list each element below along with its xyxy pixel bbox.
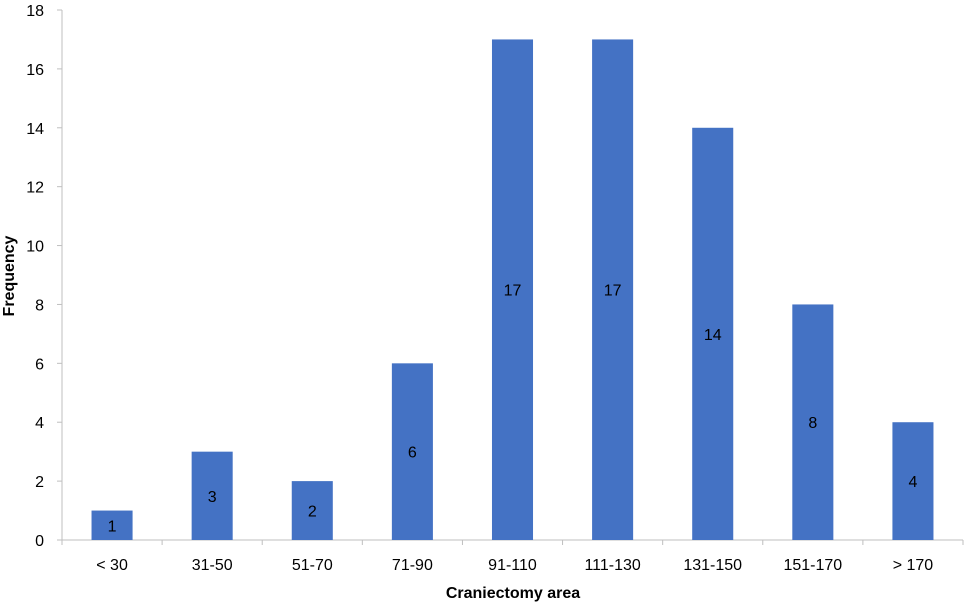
labels: 1 3 2 6 17 17 14 8 4 xyxy=(108,283,918,536)
y-tick-label: 18 xyxy=(26,3,44,20)
y-tick-label: 2 xyxy=(35,474,44,491)
bar xyxy=(892,422,934,540)
y-tick-label: 14 xyxy=(26,121,44,138)
bar xyxy=(491,39,534,540)
x-tick-label: 71-90 xyxy=(392,557,433,574)
bars xyxy=(91,39,934,541)
x-tick-label: 51-70 xyxy=(292,557,333,574)
y-tick-label: 6 xyxy=(35,356,44,373)
x-tick-label: 111-130 xyxy=(584,557,640,574)
bar xyxy=(792,304,834,540)
data-label: 14 xyxy=(704,327,722,344)
data-label: 17 xyxy=(604,283,622,300)
data-label: 3 xyxy=(208,489,217,506)
x-tick-label: 151-170 xyxy=(783,557,842,574)
data-label: 2 xyxy=(308,504,317,521)
data-label: 1 xyxy=(108,518,117,535)
bar xyxy=(692,127,734,541)
bar xyxy=(91,510,133,540)
data-label: 8 xyxy=(808,415,817,432)
y-tick-label: 4 xyxy=(35,415,44,432)
data-label: 4 xyxy=(908,474,917,491)
data-label: 6 xyxy=(408,445,417,462)
y-tick-label: 0 xyxy=(35,533,44,550)
bar xyxy=(391,363,433,540)
x-tick-label: 131-150 xyxy=(683,557,742,574)
x-tick-label: 31-50 xyxy=(192,557,233,574)
y-axis-title: Frequency xyxy=(1,235,18,316)
x-tick-label: < 30 xyxy=(96,557,128,574)
bar xyxy=(191,451,233,540)
y-tick-label: 8 xyxy=(35,297,44,314)
y-tick-label: 10 xyxy=(26,239,44,256)
y-tick-label: 16 xyxy=(26,62,44,79)
data-label: 17 xyxy=(504,283,522,300)
x-tick-label: 91-110 xyxy=(488,557,537,574)
bar xyxy=(592,39,634,540)
bar xyxy=(291,481,333,540)
y-tick-label: 12 xyxy=(26,180,44,197)
x-tick-label: > 170 xyxy=(893,557,934,574)
x-axis-title: Craniectomy area xyxy=(446,585,580,602)
